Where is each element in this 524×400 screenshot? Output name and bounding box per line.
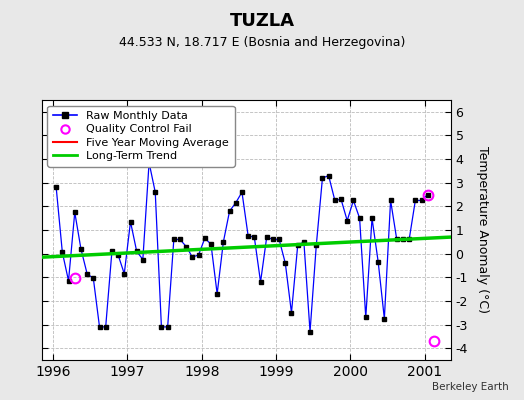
Legend: Raw Monthly Data, Quality Control Fail, Five Year Moving Average, Long-Term Tren: Raw Monthly Data, Quality Control Fail, … (48, 106, 235, 167)
Text: 44.533 N, 18.717 E (Bosnia and Herzegovina): 44.533 N, 18.717 E (Bosnia and Herzegovi… (119, 36, 405, 49)
Y-axis label: Temperature Anomaly (°C): Temperature Anomaly (°C) (476, 146, 489, 314)
Text: Berkeley Earth: Berkeley Earth (432, 382, 508, 392)
Text: TUZLA: TUZLA (230, 12, 294, 30)
